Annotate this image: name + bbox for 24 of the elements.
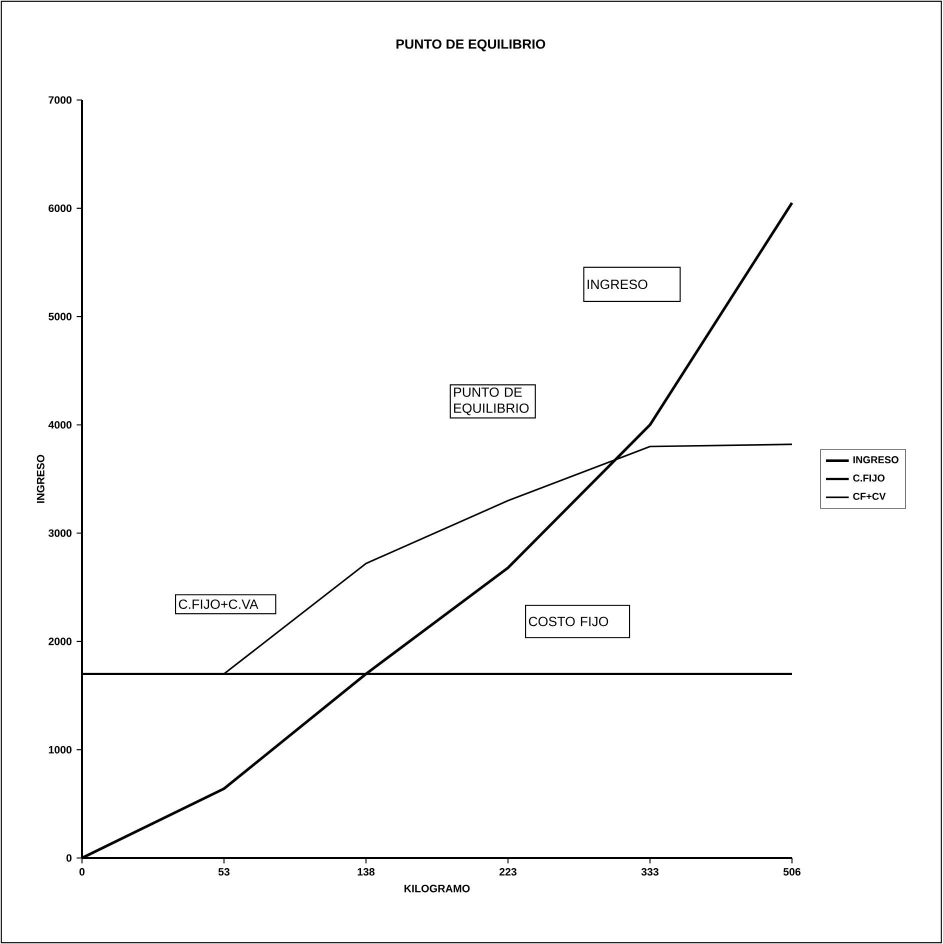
legend-label: C.FIJO: [853, 474, 885, 482]
x-tick-label: 223: [499, 868, 517, 876]
annotation: INGRESO: [588, 280, 648, 290]
legend-label: INGRESO: [853, 456, 898, 464]
x-tick-label: 333: [641, 868, 659, 876]
y-tick-label: 0: [66, 854, 72, 862]
annotation: COSTO FIJO: [528, 616, 608, 626]
y-axis-title: INGRESO: [36, 454, 44, 503]
x-tick-label: 138: [358, 868, 375, 876]
y-tick-label: 1000: [48, 746, 72, 754]
annotation: C.FIJO+C.VA: [178, 600, 258, 609]
y-tick-label: 5000: [48, 312, 72, 320]
y-tick-label: 2000: [48, 638, 72, 646]
chart-title: PUNTO DE EQUILIBRIO: [396, 39, 546, 52]
annotation: PUNTO DE EQUILIBRIO: [454, 387, 529, 416]
y-tick-label: 6000: [48, 204, 72, 212]
x-tick-label: 506: [783, 868, 801, 876]
x-tick-label: 0: [79, 868, 85, 876]
y-tick-label: 4000: [48, 421, 72, 429]
legend-label: CF+CV: [853, 492, 886, 500]
x-tick-label: 53: [218, 868, 230, 876]
y-tick-label: 7000: [48, 96, 72, 104]
y-tick-label: 3000: [48, 529, 72, 537]
x-axis-title: KILOGRAMO: [404, 884, 470, 892]
